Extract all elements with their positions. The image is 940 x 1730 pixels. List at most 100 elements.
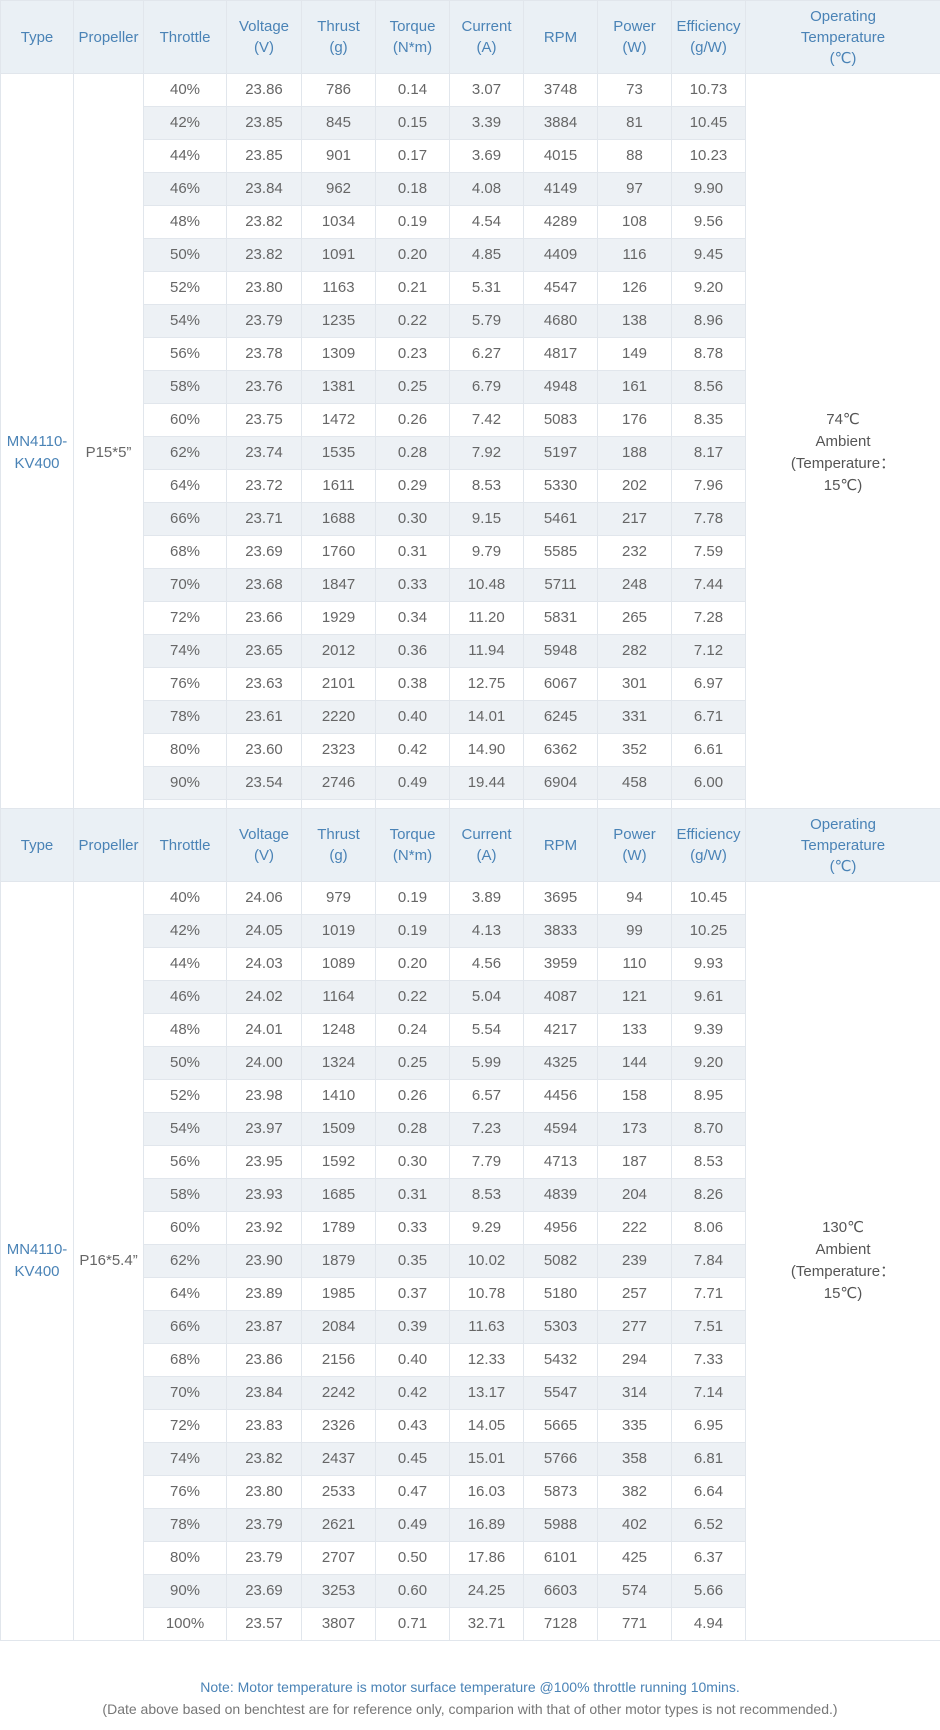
throttle-cell: 64% bbox=[143, 469, 227, 503]
throttle-cell: 100% bbox=[143, 1607, 227, 1641]
motor-type-line: MN4110- bbox=[6, 433, 68, 450]
power-cell: 282 bbox=[597, 634, 672, 668]
header-label: (A) bbox=[476, 39, 497, 56]
thrust-cell: 1688 bbox=[301, 502, 376, 536]
throttle-cell: 42% bbox=[143, 914, 227, 948]
rpm-cell: 6245 bbox=[523, 700, 598, 734]
header-type: Type bbox=[0, 0, 74, 74]
throttle-cell: 56% bbox=[143, 1145, 227, 1179]
throttle-cell: 48% bbox=[143, 205, 227, 239]
thrust-cell: 1091 bbox=[301, 238, 376, 272]
power-cell: 294 bbox=[597, 1343, 672, 1377]
voltage-cell: 23.87 bbox=[226, 1310, 302, 1344]
table-row: 68% 23.69 1760 0.31 9.79 5585 232 7.59 bbox=[1, 535, 940, 569]
table-row: 80% 23.60 2323 0.42 14.90 6362 352 6.61 bbox=[1, 733, 940, 767]
efficiency-cell: 7.59 bbox=[671, 535, 746, 569]
voltage-cell: 23.79 bbox=[226, 304, 302, 338]
table-row: 50% 23.82 1091 0.20 4.85 4409 116 9.45 bbox=[1, 238, 940, 272]
throttle-cell: 70% bbox=[143, 1376, 227, 1410]
torque-cell: 0.24 bbox=[375, 1013, 450, 1047]
rpm-cell: 3884 bbox=[523, 106, 598, 140]
thrust-cell: 962 bbox=[301, 172, 376, 206]
header-row: Type Propeller Throttle Voltage (V) Thrust (g)… bbox=[0, 0, 940, 74]
header-power: Power (W) bbox=[597, 808, 672, 882]
throttle-cell: 50% bbox=[143, 238, 227, 272]
header-throttle: Throttle bbox=[143, 0, 227, 74]
header-label: (℃) bbox=[829, 49, 857, 67]
header-label: Operating bbox=[810, 7, 876, 25]
header-label: (N*m) bbox=[392, 39, 433, 56]
efficiency-cell: 9.45 bbox=[671, 238, 746, 272]
throttle-cell: 72% bbox=[143, 601, 227, 635]
thrust-cell: 1034 bbox=[301, 205, 376, 239]
header-label: Current bbox=[461, 18, 512, 35]
current-cell: 16.03 bbox=[449, 1475, 524, 1509]
efficiency-cell: 5.66 bbox=[671, 1574, 746, 1608]
rpm-cell: 5711 bbox=[523, 568, 598, 602]
voltage-cell: 23.68 bbox=[226, 568, 302, 602]
voltage-cell: 23.86 bbox=[226, 73, 302, 107]
power-cell: 94 bbox=[597, 881, 672, 915]
power-cell: 382 bbox=[597, 1475, 672, 1509]
header-type: Type bbox=[0, 808, 74, 882]
table-row: 56% 23.95 1592 0.30 7.79 4713 187 8.53 bbox=[1, 1145, 940, 1179]
rpm-cell: 4713 bbox=[523, 1145, 598, 1179]
header-label: Efficiency bbox=[676, 18, 741, 35]
thrust-cell: 1164 bbox=[301, 980, 376, 1014]
rpm-cell: 6362 bbox=[523, 733, 598, 767]
power-cell: 126 bbox=[597, 271, 672, 305]
power-cell: 149 bbox=[597, 337, 672, 371]
rpm-cell: 3748 bbox=[523, 73, 598, 107]
torque-cell: 0.31 bbox=[375, 1178, 450, 1212]
header-torque: Torque (N*m) bbox=[375, 0, 450, 74]
header-label: Power bbox=[613, 826, 656, 843]
table-row: 70% 23.84 2242 0.42 13.17 5547 314 7.14 bbox=[1, 1376, 940, 1410]
torque-cell: 0.28 bbox=[375, 436, 450, 470]
header-torque: Torque (N*m) bbox=[375, 808, 450, 882]
motor-type-line: KV400 bbox=[14, 1263, 60, 1280]
voltage-cell: 23.90 bbox=[226, 1244, 302, 1278]
header-rpm: RPM bbox=[523, 0, 598, 74]
header-efficiency: Efficiency (g/W) bbox=[671, 808, 746, 882]
power-cell: 99 bbox=[597, 914, 672, 948]
efficiency-cell: 6.64 bbox=[671, 1475, 746, 1509]
header-label: (N*m) bbox=[392, 847, 433, 864]
current-cell: 14.01 bbox=[449, 700, 524, 734]
power-cell: 138 bbox=[597, 304, 672, 338]
table-row: 66% 23.87 2084 0.39 11.63 5303 277 7.51 bbox=[1, 1310, 940, 1344]
efficiency-cell: 8.17 bbox=[671, 436, 746, 470]
rpm-cell: 6067 bbox=[523, 667, 598, 701]
torque-cell: 0.21 bbox=[375, 271, 450, 305]
table-row: 60% 23.92 1789 0.33 9.29 4956 222 8.06 bbox=[1, 1211, 940, 1245]
voltage-cell: 24.05 bbox=[226, 914, 302, 948]
rpm-cell: 5831 bbox=[523, 601, 598, 635]
efficiency-cell: 7.14 bbox=[671, 1376, 746, 1410]
current-cell: 4.08 bbox=[449, 172, 524, 206]
current-cell: 11.20 bbox=[449, 601, 524, 635]
header-label: Temperature bbox=[800, 836, 886, 854]
thrust-cell: 2101 bbox=[301, 667, 376, 701]
temperature-line: 15℃) bbox=[823, 1285, 863, 1302]
current-cell: 6.27 bbox=[449, 337, 524, 371]
header-label: (℃) bbox=[829, 857, 857, 875]
power-cell: 574 bbox=[597, 1574, 672, 1608]
torque-cell: 0.31 bbox=[375, 535, 450, 569]
temperature-line: (Temperature： bbox=[790, 1263, 896, 1280]
torque-cell: 0.39 bbox=[375, 1310, 450, 1344]
header-label: Propeller bbox=[78, 836, 139, 854]
table-row: 62% 23.90 1879 0.35 10.02 5082 239 7.84 bbox=[1, 1244, 940, 1278]
motor-type-line: KV400 bbox=[14, 455, 60, 472]
torque-cell: 0.37 bbox=[375, 1277, 450, 1311]
power-cell: 110 bbox=[597, 947, 672, 981]
current-cell: 3.07 bbox=[449, 73, 524, 107]
throttle-cell: 66% bbox=[143, 1310, 227, 1344]
thrust-cell: 1847 bbox=[301, 568, 376, 602]
torque-cell: 0.38 bbox=[375, 667, 450, 701]
thrust-cell: 2533 bbox=[301, 1475, 376, 1509]
throttle-cell: 66% bbox=[143, 502, 227, 536]
header-current: Current (A) bbox=[449, 0, 524, 74]
efficiency-cell: 9.90 bbox=[671, 172, 746, 206]
rpm-cell: 5432 bbox=[523, 1343, 598, 1377]
header-label: RPM bbox=[543, 28, 578, 46]
